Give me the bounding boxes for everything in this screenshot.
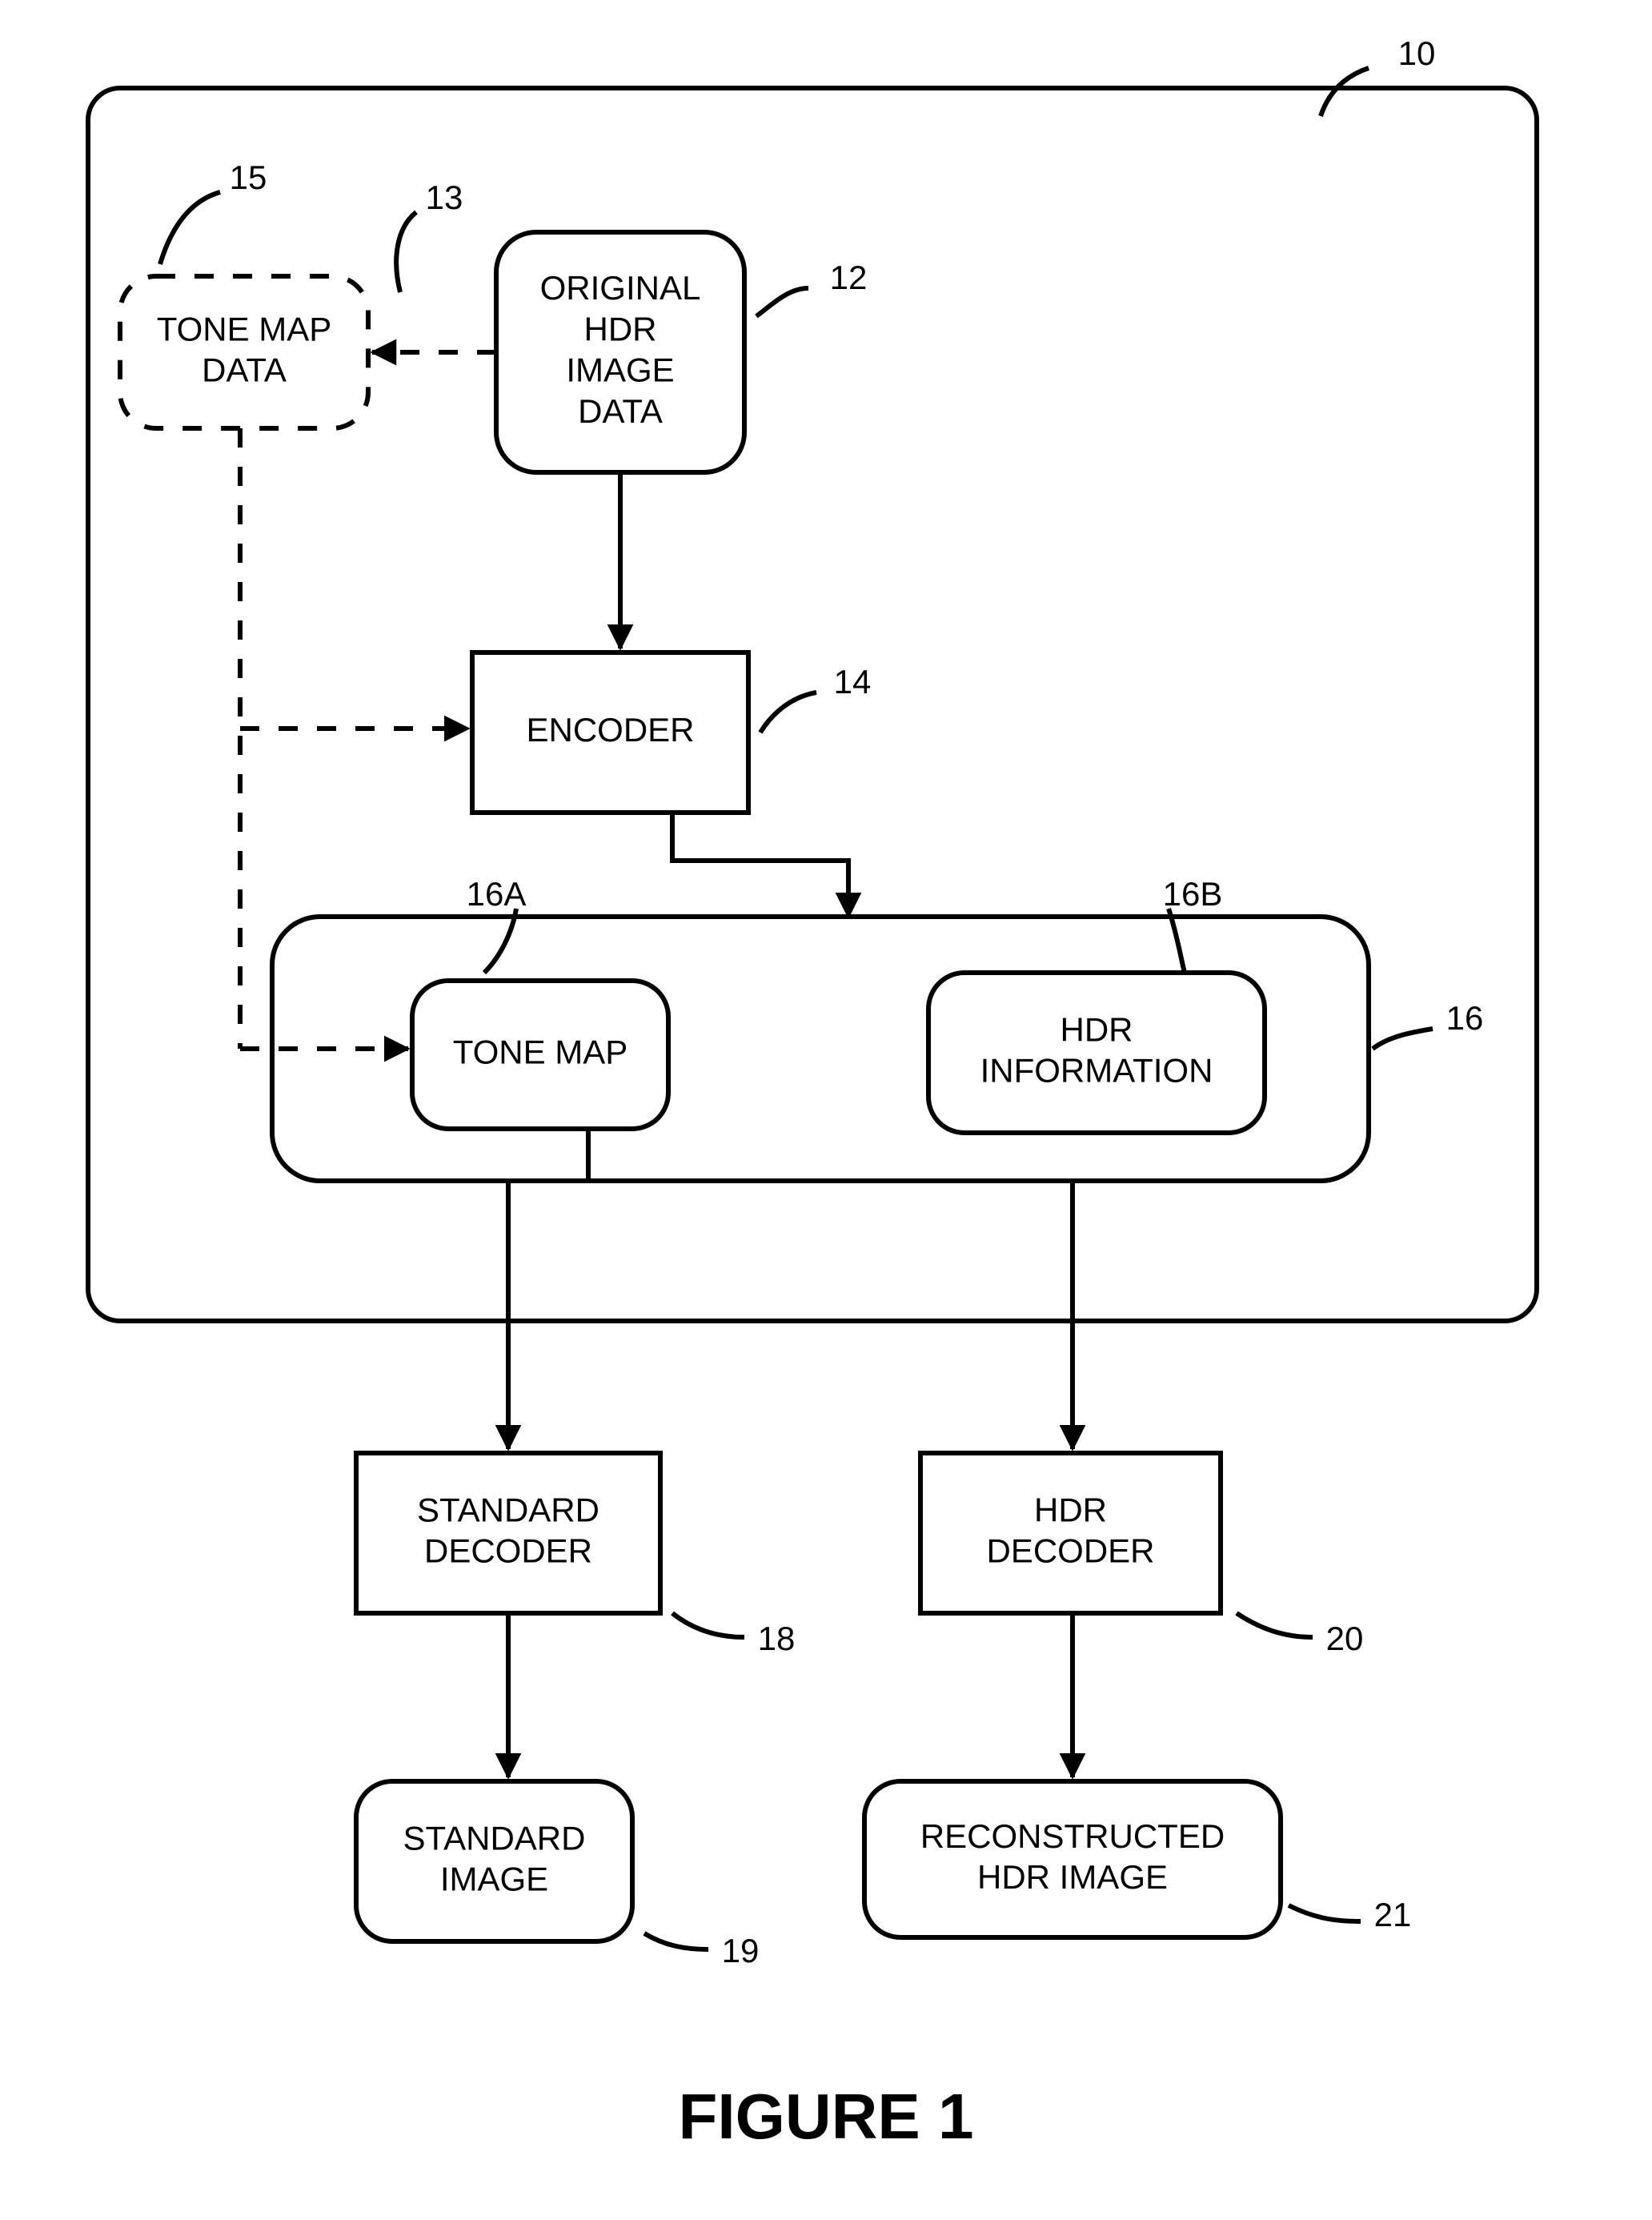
ref-num-10: 10 [1398, 34, 1436, 72]
ref-num-19: 19 [722, 1932, 760, 1969]
node-tone_map_data-label-1: DATA [202, 351, 287, 389]
node-container16 [272, 917, 1369, 1181]
node-hdr_decoder-label-1: DECODER [986, 1532, 1154, 1570]
figure-label: FIGURE 1 [679, 2081, 974, 2152]
node-hdr_info-label-0: HDR [1061, 1010, 1133, 1048]
ref-hook-15 [160, 192, 220, 264]
ref-hook-19 [644, 1933, 708, 1949]
ref-num-20: 20 [1326, 1620, 1364, 1657]
ref-hook-16 [1373, 1029, 1433, 1049]
ref-hook-21 [1289, 1905, 1361, 1921]
ref-num-14: 14 [834, 663, 872, 701]
node-recon-label-0: RECONSTRUCTED [920, 1817, 1225, 1855]
ref-num-18: 18 [758, 1620, 796, 1657]
node-recon-label-1: HDR IMAGE [977, 1858, 1168, 1896]
node-std_image-label-0: STANDARD [403, 1819, 586, 1857]
ref-hook-14 [760, 692, 816, 733]
node-tone_map_data-label-0: TONE MAP [157, 310, 332, 347]
ref-hook-13 [396, 212, 416, 292]
ref-hook-10 [1321, 68, 1369, 116]
ref-hook-18 [672, 1613, 744, 1637]
ref-num-16A: 16A [467, 875, 527, 913]
node-original-label-1: HDR [584, 310, 657, 347]
node-std_decoder-label-0: STANDARD [417, 1491, 599, 1528]
node-hdr_info-label-1: INFORMATION [980, 1052, 1213, 1090]
ref-num-16B: 16B [1163, 875, 1223, 913]
node-std_decoder-label-1: DECODER [424, 1532, 592, 1570]
ref-num-21: 21 [1374, 1896, 1412, 1933]
edge-encoder-to-container [672, 813, 848, 917]
node-encoder-label-0: ENCODER [526, 711, 694, 749]
ref-hook-20 [1237, 1613, 1313, 1637]
ref-num-15: 15 [230, 159, 267, 196]
ref-hook-12 [756, 288, 808, 316]
node-std_image-label-1: IMAGE [440, 1861, 548, 1898]
node-original-label-0: ORIGINAL [540, 269, 701, 307]
ref-num-13: 13 [426, 179, 463, 216]
node-hdr_decoder-label-0: HDR [1034, 1491, 1107, 1528]
ref-num-16: 16 [1446, 999, 1484, 1037]
nodes-layer [88, 88, 1537, 1941]
node-outer [88, 88, 1537, 1321]
edges-layer [240, 352, 1073, 1777]
ref-num-12: 12 [830, 259, 868, 296]
node-tone_map-label-0: TONE MAP [453, 1034, 628, 1071]
node-original-label-3: DATA [578, 392, 663, 430]
node-original-label-2: IMAGE [566, 351, 674, 389]
